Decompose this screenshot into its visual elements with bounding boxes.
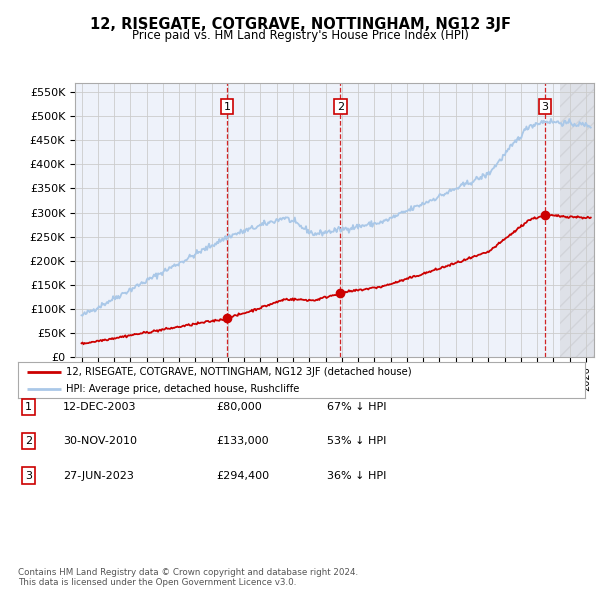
Text: 3: 3	[542, 101, 548, 112]
Bar	[560, 83, 594, 357]
Text: 12, RISEGATE, COTGRAVE, NOTTINGHAM, NG12 3JF (detached house): 12, RISEGATE, COTGRAVE, NOTTINGHAM, NG12…	[66, 367, 412, 377]
Text: Contains HM Land Registry data © Crown copyright and database right 2024.
This d: Contains HM Land Registry data © Crown c…	[18, 568, 358, 587]
Text: 30-NOV-2010: 30-NOV-2010	[63, 437, 137, 446]
Text: £80,000: £80,000	[216, 402, 262, 412]
Text: 53% ↓ HPI: 53% ↓ HPI	[327, 437, 386, 446]
Text: 3: 3	[25, 471, 32, 480]
Text: 12, RISEGATE, COTGRAVE, NOTTINGHAM, NG12 3JF: 12, RISEGATE, COTGRAVE, NOTTINGHAM, NG12…	[89, 17, 511, 31]
Text: 36% ↓ HPI: 36% ↓ HPI	[327, 471, 386, 480]
Text: 2: 2	[25, 437, 32, 446]
Text: 1: 1	[25, 402, 32, 412]
Text: HPI: Average price, detached house, Rushcliffe: HPI: Average price, detached house, Rush…	[66, 385, 299, 395]
Text: 1: 1	[224, 101, 230, 112]
Text: 2: 2	[337, 101, 344, 112]
Text: Price paid vs. HM Land Registry's House Price Index (HPI): Price paid vs. HM Land Registry's House …	[131, 30, 469, 42]
Text: £133,000: £133,000	[216, 437, 269, 446]
Text: 12-DEC-2003: 12-DEC-2003	[63, 402, 137, 412]
Text: £294,400: £294,400	[216, 471, 269, 480]
Text: 27-JUN-2023: 27-JUN-2023	[63, 471, 134, 480]
Text: 67% ↓ HPI: 67% ↓ HPI	[327, 402, 386, 412]
